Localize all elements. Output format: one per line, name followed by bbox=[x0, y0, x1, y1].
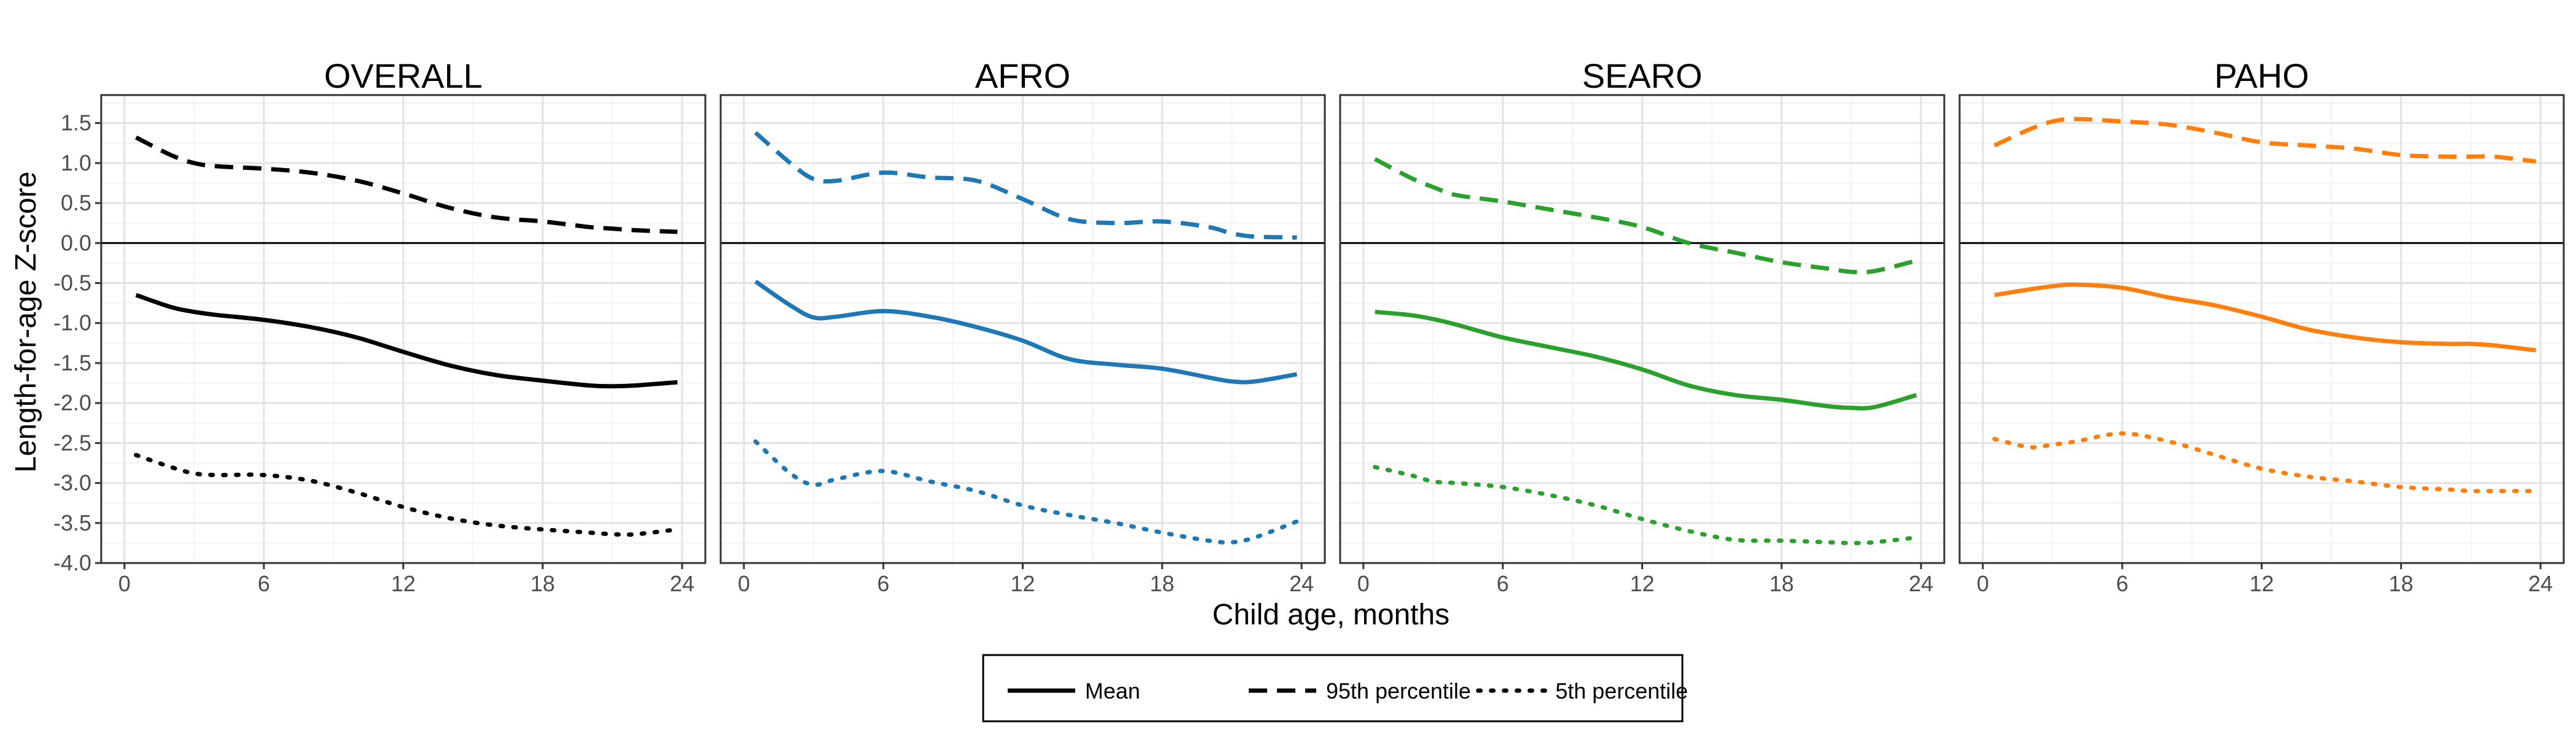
y-tick-label: 1.5 bbox=[61, 110, 91, 136]
series-line-mean bbox=[1374, 310, 1917, 411]
y-tick-label: 1.0 bbox=[61, 150, 91, 175]
panel-afro: AFRO 0 6 12 18 24 bbox=[719, 56, 1326, 596]
series-line-95th-percentile bbox=[135, 135, 678, 234]
x-tick-label: 6 bbox=[1497, 571, 1509, 596]
y-tick-label: -0.5 bbox=[53, 270, 91, 296]
series-line-95th-percentile bbox=[754, 131, 1297, 240]
series-line-5th-percentile bbox=[1373, 465, 1919, 545]
series-line-mean bbox=[1994, 282, 2536, 353]
y-axis-label: Length-for-age Z-score bbox=[10, 172, 42, 473]
legend-entry-dotted: 5th percentile bbox=[1476, 678, 1688, 703]
series-line-5th-percentile bbox=[753, 439, 1299, 545]
y-tick-label: 0.5 bbox=[61, 190, 91, 215]
y-tick-label: -3.5 bbox=[53, 510, 91, 535]
legend-entry-solid: Mean bbox=[1008, 678, 1140, 703]
series-line-mean bbox=[135, 293, 678, 389]
y-tick-label: -3.0 bbox=[53, 470, 91, 496]
x-tick-label: 6 bbox=[877, 571, 889, 596]
panel-title: AFRO bbox=[975, 56, 1071, 95]
panel-title: OVERALL bbox=[324, 56, 482, 95]
y-tick-label: -1.5 bbox=[53, 350, 91, 375]
y-tick-label: 0.0 bbox=[61, 230, 91, 255]
legend-box bbox=[982, 654, 1684, 723]
y-axis: 1.5 1.0 0.5 0.0 -0.5 -1.0 -1.5 -2.0 -2.5 -3.0 -3.5… bbox=[53, 110, 101, 575]
x-tick-label: 12 bbox=[391, 571, 415, 596]
series-line-5th-percentile bbox=[1992, 431, 2538, 494]
panel-title: PAHO bbox=[2214, 56, 2309, 95]
series-line-95th-percentile bbox=[1993, 117, 2536, 164]
panel-paho: PAHO 0 6 12 18 24 bbox=[1958, 56, 2565, 596]
x-tick-label: 24 bbox=[2528, 571, 2553, 596]
panel-title: SEARO bbox=[1582, 56, 1702, 95]
x-tick-label: 18 bbox=[531, 571, 555, 596]
legend: Mean 95th percentile 5th percentile bbox=[982, 654, 1688, 723]
series-line-95th-percentile bbox=[1374, 157, 1917, 275]
panel-searo: SEARO 0 6 12 18 24 bbox=[1339, 56, 1945, 596]
x-tick-label: 18 bbox=[1150, 571, 1175, 596]
x-tick-label: 12 bbox=[2249, 571, 2274, 596]
legend-label: 95th percentile bbox=[1326, 678, 1471, 703]
x-tick-label: 6 bbox=[2116, 571, 2128, 596]
legend-label: 5th percentile bbox=[1555, 678, 1688, 703]
legend-entry-dashed: 95th percentile bbox=[1249, 678, 1471, 703]
x-tick-label: 12 bbox=[1010, 571, 1035, 596]
x-tick-label: 24 bbox=[1909, 571, 1933, 596]
y-tick-label: -1.0 bbox=[53, 310, 91, 335]
x-tick-label: 18 bbox=[2389, 571, 2413, 596]
x-tick-label: 24 bbox=[670, 571, 694, 596]
x-tick-label: 0 bbox=[1357, 571, 1370, 596]
x-tick-label: 12 bbox=[1630, 571, 1654, 596]
series-line-5th-percentile bbox=[134, 453, 680, 537]
x-tick-label: 24 bbox=[1289, 571, 1314, 596]
x-tick-label: 0 bbox=[738, 571, 750, 596]
legend-label: Mean bbox=[1085, 678, 1140, 703]
series-line-mean bbox=[754, 280, 1298, 385]
x-axis-label: Child age, months bbox=[1213, 599, 1450, 631]
panel-overall: OVERALL 0 6 12 18 24 bbox=[100, 56, 707, 596]
x-tick-label: 6 bbox=[258, 571, 270, 596]
y-tick-label: -4.0 bbox=[53, 550, 91, 575]
y-tick-label: -2.5 bbox=[53, 430, 91, 455]
x-tick-label: 0 bbox=[1977, 571, 1989, 596]
y-tick-label: -2.0 bbox=[53, 390, 91, 415]
panels: OVERALL 0 6 12 18 24 AFRO 0 6 12 18 24 SEARO 0 6 12 18 24… bbox=[53, 56, 2565, 596]
x-tick-label: 18 bbox=[1769, 571, 1794, 596]
x-tick-label: 0 bbox=[118, 571, 131, 596]
